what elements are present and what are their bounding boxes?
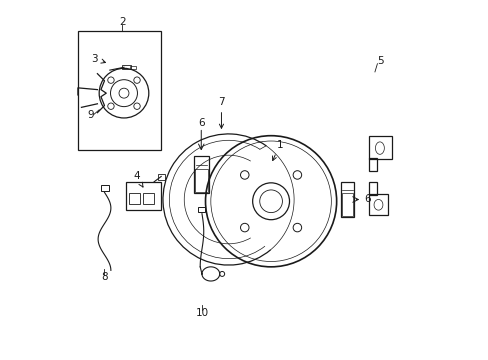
Bar bbox=[129, 193, 140, 204]
Text: 3: 3 bbox=[91, 54, 105, 64]
Bar bbox=[78, 31, 161, 150]
Text: 5: 5 bbox=[377, 56, 384, 66]
Bar bbox=[157, 174, 164, 180]
Bar bbox=[368, 182, 377, 195]
Text: 6: 6 bbox=[364, 194, 370, 204]
Bar bbox=[195, 169, 207, 192]
Text: 2: 2 bbox=[119, 17, 125, 27]
Text: 8: 8 bbox=[101, 273, 107, 283]
Bar bbox=[368, 136, 391, 159]
Text: 9: 9 bbox=[87, 111, 93, 121]
Bar bbox=[341, 193, 352, 216]
Bar bbox=[143, 193, 154, 204]
Bar bbox=[368, 158, 377, 171]
Bar bbox=[125, 182, 161, 210]
Bar bbox=[368, 194, 387, 215]
Bar bbox=[340, 182, 353, 217]
Text: 6: 6 bbox=[198, 118, 204, 128]
Bar bbox=[130, 66, 136, 69]
Text: 1: 1 bbox=[272, 140, 283, 161]
Text: 7: 7 bbox=[218, 97, 224, 128]
Text: 10: 10 bbox=[195, 308, 208, 318]
Text: 4: 4 bbox=[133, 171, 142, 187]
Bar bbox=[101, 185, 108, 191]
Bar bbox=[193, 156, 208, 193]
Bar bbox=[122, 65, 131, 69]
Bar bbox=[198, 207, 204, 212]
